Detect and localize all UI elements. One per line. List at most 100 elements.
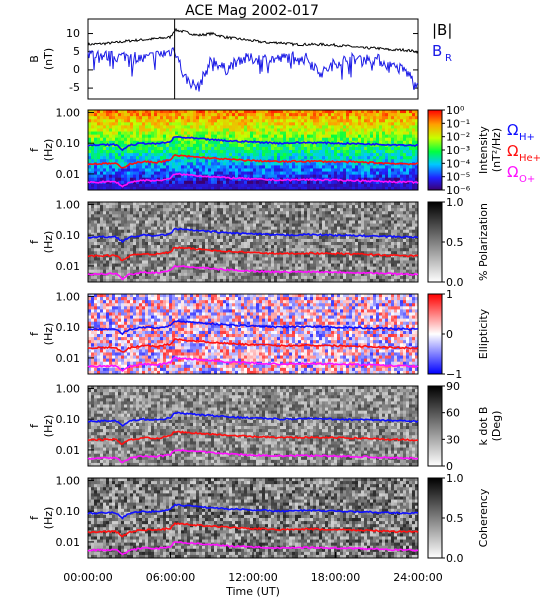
heatmap-cell <box>280 242 283 245</box>
heatmap-cell <box>409 125 412 128</box>
heatmap-cell <box>127 138 130 141</box>
freq-ylabel-units: (Hz) <box>42 139 55 162</box>
heatmap-cell <box>310 239 313 242</box>
heatmap-cell <box>244 116 247 119</box>
heatmap-cell <box>406 150 409 153</box>
heatmap-cell <box>244 260 247 263</box>
heatmap-cell <box>214 184 217 187</box>
heatmap-cell <box>340 150 343 153</box>
heatmap-cell <box>298 113 301 116</box>
heatmap-cell <box>190 217 193 220</box>
heatmap-cell <box>133 150 136 153</box>
heatmap-cell <box>118 224 121 227</box>
heatmap-cell <box>367 138 370 141</box>
heatmap-cell <box>259 172 262 175</box>
heatmap-cell <box>298 245 301 248</box>
heatmap-cell <box>394 135 397 138</box>
heatmap-cell <box>127 220 130 223</box>
heatmap-cell <box>229 132 232 135</box>
heatmap-cell <box>196 220 199 223</box>
heatmap-cell <box>139 224 142 227</box>
heatmap-cell <box>394 125 397 128</box>
heatmap-cell <box>355 138 358 141</box>
heatmap-cell <box>283 122 286 125</box>
heatmap-cell <box>364 110 367 113</box>
heatmap-cell <box>238 162 241 165</box>
heatmap-cell <box>100 227 103 230</box>
heatmap-cell <box>154 230 157 233</box>
heatmap-cell <box>97 220 100 223</box>
heatmap-cell <box>169 125 172 128</box>
heatmap-cell <box>157 242 160 245</box>
heatmap-cell <box>91 217 94 220</box>
heatmap-cell <box>325 267 328 270</box>
heatmap-cell <box>259 138 262 141</box>
heatmap-cell <box>214 125 217 128</box>
heatmap-cell <box>289 153 292 156</box>
heatmap-cell <box>328 172 331 175</box>
heatmap-cell <box>193 128 196 131</box>
heatmap-cell <box>88 260 91 263</box>
heatmap-cell <box>316 242 319 245</box>
heatmap-cell <box>121 202 124 205</box>
heatmap-cell <box>256 184 259 187</box>
heatmap-cell <box>154 205 157 208</box>
heatmap-cell <box>307 153 310 156</box>
heatmap-cell <box>145 150 148 153</box>
heatmap-cell <box>271 257 274 260</box>
heatmap-cell <box>322 267 325 270</box>
heatmap-cell <box>217 132 220 135</box>
heatmap-cell <box>409 122 412 125</box>
heatmap-cell <box>358 125 361 128</box>
heatmap-cell <box>319 248 322 251</box>
heatmap-cell <box>235 245 238 248</box>
heatmap-cell <box>223 181 226 184</box>
heatmap-cell <box>289 168 292 171</box>
colorbar-tick-label: 10⁻³ <box>446 144 470 157</box>
heatmap-cell <box>352 119 355 122</box>
heatmap-cell <box>220 224 223 227</box>
heatmap-cell <box>148 147 151 150</box>
heatmap-cell <box>226 110 229 113</box>
heatmap-cell <box>244 162 247 165</box>
heatmap-cell <box>127 178 130 181</box>
heatmap-cell <box>127 113 130 116</box>
heatmap-cell <box>163 122 166 125</box>
heatmap-cell <box>220 217 223 220</box>
heatmap-cell <box>154 168 157 171</box>
heatmap-cell <box>292 248 295 251</box>
heatmap-cell <box>94 260 97 263</box>
heatmap-cell <box>235 208 238 211</box>
heatmap-cell <box>211 264 214 267</box>
heatmap-cell <box>178 138 181 141</box>
heatmap-cell <box>199 119 202 122</box>
heatmap-cell <box>250 153 253 156</box>
heatmap-cell <box>334 125 337 128</box>
heatmap-cell <box>400 128 403 131</box>
heatmap-cell <box>403 113 406 116</box>
heatmap-cell <box>136 138 139 141</box>
heatmap-cell <box>115 214 118 217</box>
heatmap-cell <box>118 251 121 254</box>
heatmap-cell <box>238 224 241 227</box>
heatmap-cell <box>301 220 304 223</box>
heatmap-cell <box>301 239 304 242</box>
heatmap-cell <box>142 184 145 187</box>
heatmap-cell <box>370 128 373 131</box>
heatmap-cell <box>112 172 115 175</box>
heatmap-cell <box>112 239 115 242</box>
heatmap-cell <box>205 181 208 184</box>
heatmap-cell <box>319 242 322 245</box>
heatmap-cell <box>238 172 241 175</box>
heatmap-cell <box>382 125 385 128</box>
heatmap-cell <box>370 175 373 178</box>
heatmap-cell <box>352 113 355 116</box>
heatmap-cell <box>232 125 235 128</box>
heatmap-cell <box>103 217 106 220</box>
heatmap-cell <box>211 214 214 217</box>
heatmap-cell <box>220 205 223 208</box>
heatmap-cell <box>352 128 355 131</box>
heatmap-cell <box>238 144 241 147</box>
heatmap-cell <box>316 132 319 135</box>
heatmap-cell <box>307 205 310 208</box>
